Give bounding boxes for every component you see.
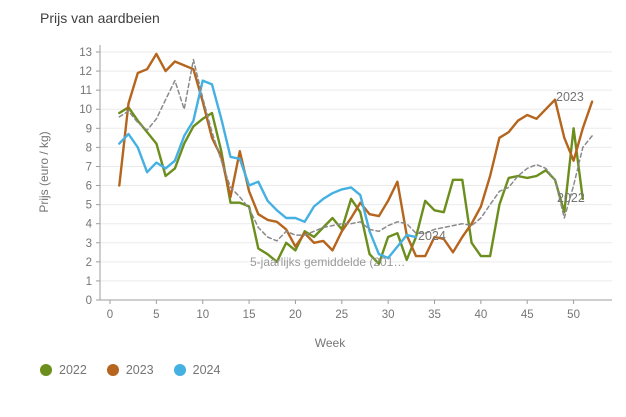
- series-line-2024[interactable]: [118, 79, 418, 260]
- y-tick-label: 8: [86, 142, 92, 154]
- x-tick-label: 20: [289, 309, 302, 321]
- series-annotation-2022: 2022: [557, 191, 585, 205]
- y-tick-label: 5: [86, 200, 92, 212]
- chart-legend: 2022 2023 2024: [40, 363, 220, 377]
- y-tick-label: 10: [79, 104, 92, 116]
- series-line-2023[interactable]: [118, 52, 594, 258]
- y-tick-label: 12: [79, 66, 92, 78]
- y-tick-label: 3: [86, 238, 92, 250]
- y-tick-label: 1: [86, 276, 92, 288]
- y-axis-title: Prijs (euro / kg): [37, 131, 51, 212]
- average-line-annotation: 5-jaarlijks gemiddelde (201…: [250, 255, 405, 269]
- legend-item-2022[interactable]: 2022: [40, 363, 87, 377]
- legend-label-2022: 2022: [59, 363, 87, 377]
- x-axis-title: Week: [315, 336, 346, 350]
- y-tick-label: 7: [86, 161, 92, 173]
- x-tick-label: 50: [567, 309, 580, 321]
- series-line-5-jaarlijks-gemiddelde[interactable]: [118, 58, 593, 242]
- legend-dot-2022: [40, 364, 52, 376]
- series-line-2022[interactable]: [118, 106, 584, 265]
- x-tick-label: 40: [474, 309, 487, 321]
- y-tick-label: 11: [80, 85, 92, 97]
- x-tick-label: 0: [107, 309, 113, 321]
- legend-dot-2024: [173, 364, 186, 376]
- legend-label-2023: 2023: [125, 363, 154, 377]
- series-annotation-2023: 2023: [556, 90, 584, 104]
- x-tick-label: 25: [335, 309, 348, 321]
- x-tick-label: 5: [153, 309, 159, 321]
- chart-series[interactable]: [118, 52, 594, 265]
- legend-dot-2023: [106, 364, 119, 376]
- y-tick-label: 0: [86, 295, 92, 307]
- x-tick-label: 35: [428, 309, 441, 321]
- legend-item-2024[interactable]: 2024: [173, 363, 221, 377]
- y-tick-label: 13: [79, 47, 92, 59]
- y-tick-label: 4: [86, 219, 93, 231]
- x-tick-label: 45: [521, 309, 534, 321]
- legend-label-2024: 2024: [192, 363, 221, 377]
- x-tick-label: 15: [243, 309, 256, 321]
- y-tick-label: 2: [86, 257, 92, 269]
- legend-item-2023[interactable]: 2023: [106, 363, 154, 377]
- y-tick-label: 9: [86, 123, 92, 135]
- y-tick-label: 6: [86, 181, 92, 193]
- gridlines: [100, 51, 612, 282]
- page-title: Prijs van aardbeien: [40, 10, 160, 26]
- x-tick-label: 10: [196, 309, 209, 321]
- series-annotation-2024: 2024: [418, 229, 446, 243]
- x-tick-label: 30: [382, 309, 395, 321]
